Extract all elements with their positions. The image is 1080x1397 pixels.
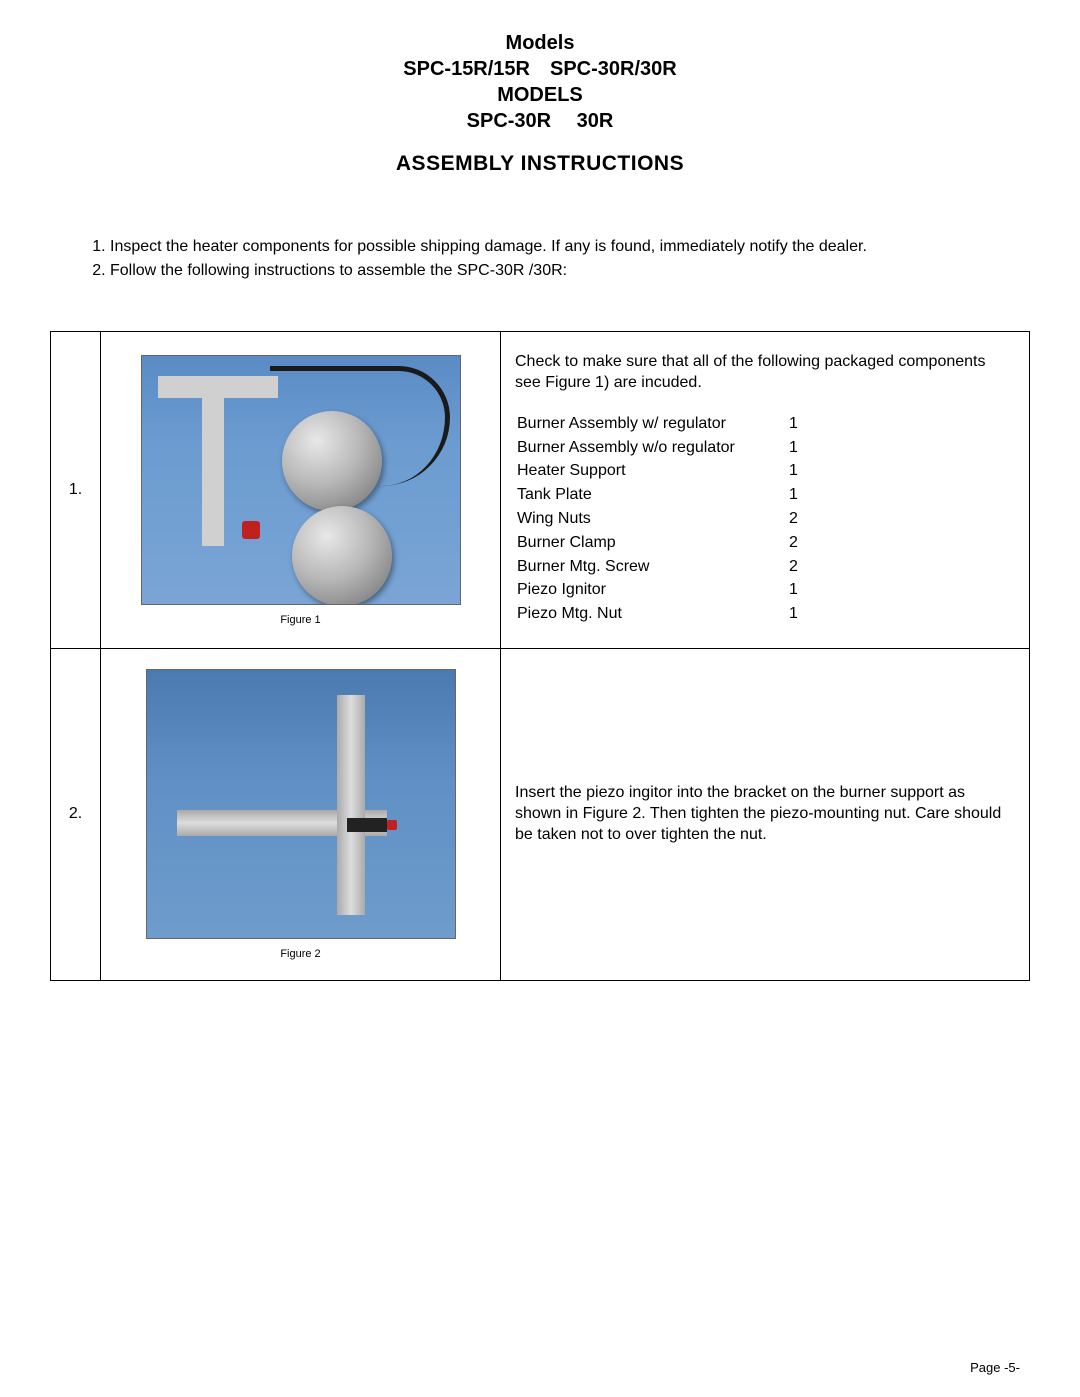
figure-2-caption: Figure 2 (115, 948, 486, 960)
component-row: Piezo Ignitor1 (517, 580, 819, 602)
valve-shape (242, 521, 260, 539)
bracket-shape (202, 376, 224, 546)
component-row: Tank Plate1 (517, 485, 819, 507)
component-qty: 2 (789, 557, 819, 579)
figure-2-photo (146, 669, 456, 939)
assembly-steps-table: 1. Figure 1 Check to make sure that all … (50, 331, 1030, 981)
header-line-models-caps: MODELS (50, 82, 1030, 108)
step-image-cell: Figure 1 (101, 332, 501, 649)
header-line-models: Models (50, 30, 1030, 56)
intro-numbered-list: Inspect the heater components for possib… (110, 236, 1030, 281)
header-line-model-numbers-1: SPC-15R/15R SPC-30R/30R (50, 56, 1030, 82)
components-intro-text: Check to make sure that all of the follo… (515, 352, 1015, 394)
component-qty: 1 (789, 604, 819, 626)
assembly-instructions-title: ASSEMBLY INSTRUCTIONS (50, 152, 1030, 176)
table-row: 1. Figure 1 Check to make sure that all … (51, 332, 1030, 649)
step-number-cell: 1. (51, 332, 101, 649)
component-name: Tank Plate (517, 485, 787, 507)
component-name: Burner Assembly w/ regulator (517, 414, 787, 436)
intro-item-2: Follow the following instructions to ass… (110, 260, 1030, 282)
step-number-cell: 2. (51, 648, 101, 980)
burner-disc-shape (292, 506, 392, 605)
component-name: Piezo Mtg. Nut (517, 604, 787, 626)
component-qty: 1 (789, 414, 819, 436)
component-row: Burner Mtg. Screw2 (517, 557, 819, 579)
component-qty: 1 (789, 485, 819, 507)
component-name: Wing Nuts (517, 509, 787, 531)
components-list-table: Burner Assembly w/ regulator1Burner Asse… (515, 412, 821, 628)
step-image-cell: Figure 2 (101, 648, 501, 980)
table-row: 2. Figure 2 Insert the piezo ingitor int… (51, 648, 1030, 980)
component-name: Burner Mtg. Screw (517, 557, 787, 579)
header-line-model-numbers-2: SPC-30R 30R (50, 108, 1030, 134)
step-text-cell: Check to make sure that all of the follo… (501, 332, 1030, 649)
document-header: Models SPC-15R/15R SPC-30R/30R MODELS SP… (50, 30, 1030, 176)
component-qty: 1 (789, 461, 819, 483)
component-qty: 2 (789, 533, 819, 555)
intro-item-1: Inspect the heater components for possib… (110, 236, 1030, 258)
component-row: Burner Assembly w/ regulator1 (517, 414, 819, 436)
component-name: Burner Clamp (517, 533, 787, 555)
component-row: Burner Clamp2 (517, 533, 819, 555)
piezo-tip-shape (387, 820, 397, 830)
component-name: Burner Assembly w/o regulator (517, 438, 787, 460)
component-name: Heater Support (517, 461, 787, 483)
piezo-shape (347, 818, 387, 832)
component-qty: 1 (789, 580, 819, 602)
component-row: Piezo Mtg. Nut1 (517, 604, 819, 626)
burner-disc-shape (282, 411, 382, 511)
t-bracket-shape (337, 695, 365, 915)
page-footer: Page -5- (970, 1360, 1020, 1375)
component-qty: 2 (789, 509, 819, 531)
component-qty: 1 (789, 438, 819, 460)
step-text-cell: Insert the piezo ingitor into the bracke… (501, 648, 1030, 980)
component-row: Heater Support1 (517, 461, 819, 483)
figure-1-photo (141, 355, 461, 605)
component-row: Wing Nuts2 (517, 509, 819, 531)
component-row: Burner Assembly w/o regulator1 (517, 438, 819, 460)
component-name: Piezo Ignitor (517, 580, 787, 602)
figure-1-caption: Figure 1 (115, 614, 486, 626)
